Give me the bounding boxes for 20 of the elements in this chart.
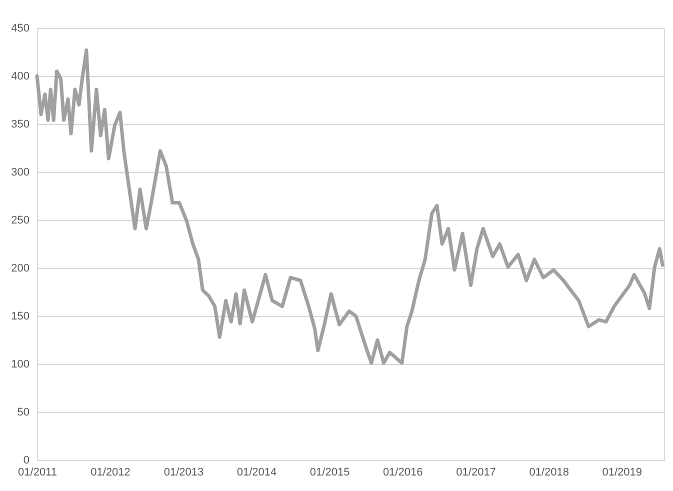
x-tick-label: 01/2016 <box>382 466 423 478</box>
x-tick-label: 01/2012 <box>90 466 130 478</box>
x-tick-label: 01/2017 <box>456 466 496 478</box>
x-tick-label: 01/2011 <box>18 466 57 478</box>
y-tick-label: 450 <box>11 22 30 34</box>
y-tick-label: 400 <box>11 70 30 82</box>
y-tick-label: 300 <box>11 166 30 178</box>
y-tick-label: 0 <box>23 454 30 466</box>
x-tick-label: 01/2018 <box>529 466 569 478</box>
x-tick-label: 01/2019 <box>602 466 642 478</box>
y-tick-label: 250 <box>11 214 30 226</box>
y-tick-label: 50 <box>17 406 30 418</box>
y-tick-label: 150 <box>11 310 30 322</box>
line-series <box>35 48 664 365</box>
x-tick-label: 01/2015 <box>310 466 350 478</box>
y-tick-label: 100 <box>11 358 30 370</box>
y-tick-label: 350 <box>11 118 30 130</box>
x-tick-label: 01/2014 <box>236 466 277 478</box>
x-tick-label: 01/2013 <box>164 466 204 478</box>
y-tick-label: 200 <box>11 262 30 274</box>
